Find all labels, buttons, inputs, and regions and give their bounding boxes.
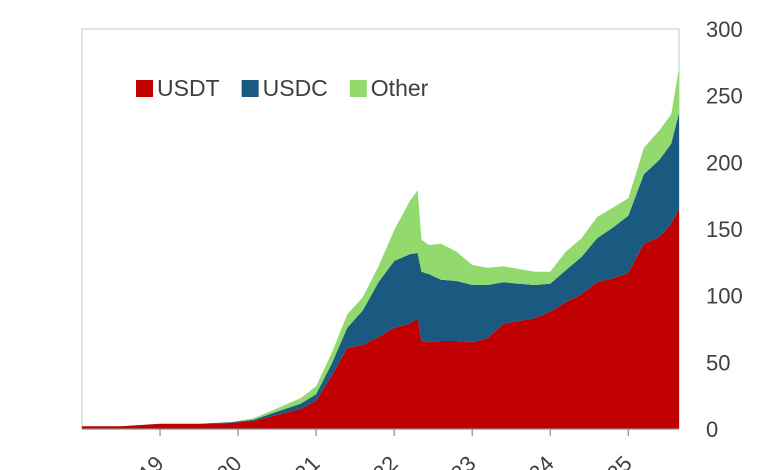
legend-swatch-other — [349, 80, 367, 97]
y-tick-label: 100 — [706, 284, 743, 309]
x-tick-label: 24 — [524, 451, 559, 470]
y-tick-label: 50 — [706, 350, 730, 375]
y-tick-label: 0 — [706, 417, 718, 442]
x-tick-label: 19 — [134, 451, 169, 470]
x-tick-label: 21 — [290, 451, 325, 470]
y-tick-label: 250 — [706, 84, 743, 109]
x-tick-label: 23 — [446, 451, 481, 470]
x-axis-ticks: 19 20 21 22 23 24 25 — [134, 429, 637, 470]
legend: USDT USDC Other — [136, 75, 429, 101]
y-axis-ticks: 0 50 100 150 200 250 300 — [706, 17, 743, 442]
y-tick-label: 300 — [706, 17, 743, 42]
legend-label-usdt: USDT — [157, 75, 220, 101]
area-series-group — [82, 67, 679, 429]
y-tick-label: 150 — [706, 217, 743, 242]
legend-swatch-usdt — [136, 80, 153, 97]
y-tick-label: 200 — [706, 150, 743, 175]
legend-label-usdc: USDC — [263, 75, 328, 101]
x-tick-label: 20 — [212, 451, 247, 470]
legend-swatch-usdc — [241, 80, 259, 97]
x-tick-label: 22 — [368, 451, 403, 470]
area-usdt — [82, 209, 679, 429]
x-tick-label: 25 — [602, 451, 637, 470]
legend-label-other: Other — [371, 75, 429, 101]
